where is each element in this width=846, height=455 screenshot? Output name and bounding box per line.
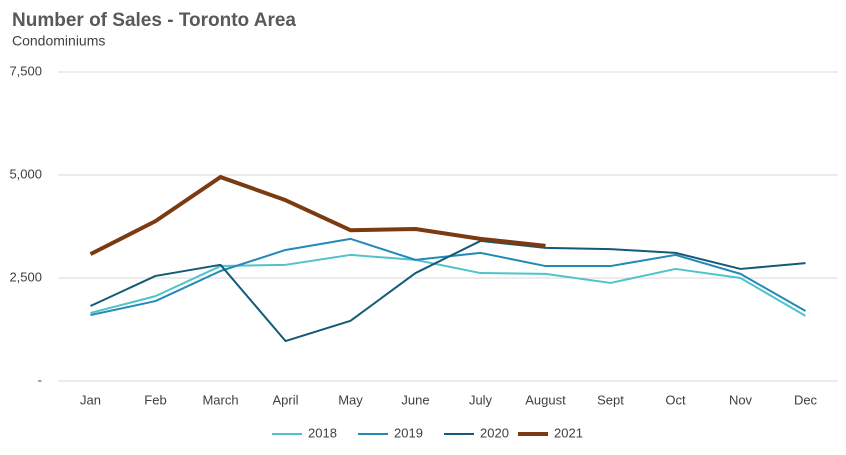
series-line (90, 239, 806, 343)
x-tick-label: Dec (794, 392, 818, 407)
x-tick-label: July (469, 392, 493, 407)
chart-title: Number of Sales - Toronto Area (12, 10, 296, 31)
y-tick-label: 2,500 (9, 269, 42, 284)
x-tick-label: August (525, 392, 566, 407)
x-tick-label: June (401, 392, 429, 407)
x-tick-label: Oct (665, 392, 686, 407)
x-tick-label: March (202, 392, 238, 407)
chart-subtitle: Condominiums (12, 33, 105, 49)
legend-label: 2020 (480, 425, 509, 440)
legend-label: 2021 (554, 425, 583, 440)
x-tick-label: Sept (597, 392, 624, 407)
y-tick-label: 5,000 (9, 166, 42, 181)
x-tick-label: Feb (144, 392, 166, 407)
x-tick-label: Jan (80, 392, 101, 407)
legend-label: 2018 (308, 425, 337, 440)
x-tick-label: April (272, 392, 298, 407)
x-tick-label: Nov (729, 392, 753, 407)
series-line (90, 253, 807, 317)
legend-label: 2019 (394, 425, 423, 440)
x-tick-label: May (338, 392, 363, 407)
series-line (89, 175, 546, 256)
y-tick-label: - (38, 372, 42, 387)
y-tick-label: 7,500 (9, 63, 42, 78)
